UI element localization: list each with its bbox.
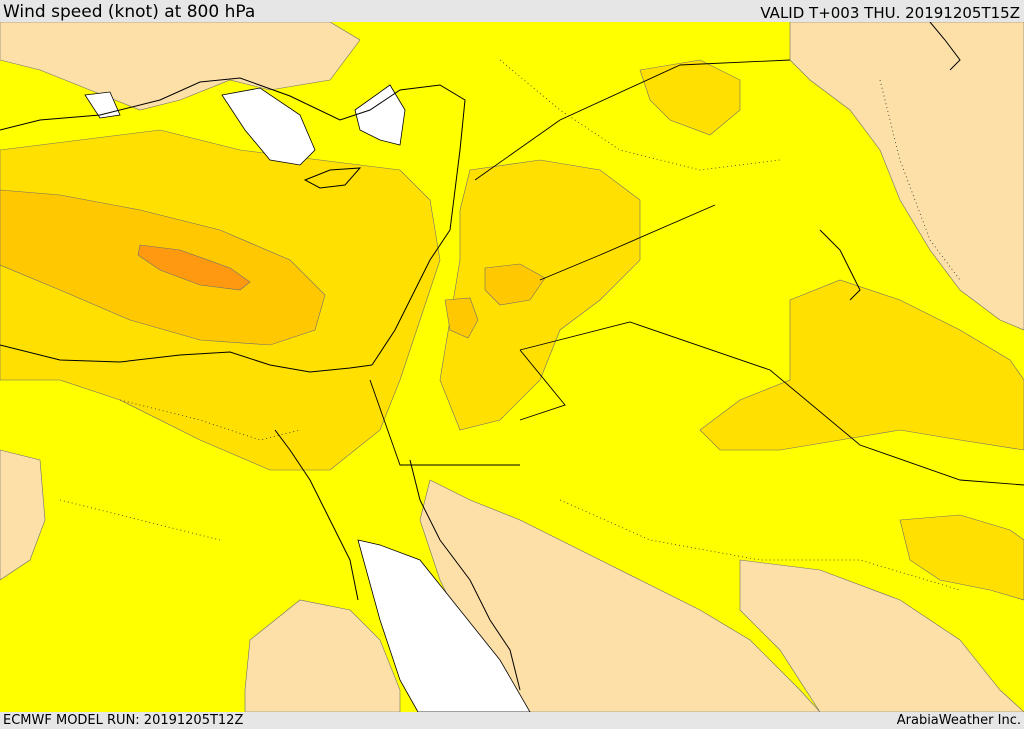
coastline-gulf-iran: [819, 229, 861, 301]
country-borders: [369, 59, 1024, 486]
coastline-caspian-sea: [929, 22, 961, 71]
footer-bar: ECMWF MODEL RUN: 20191205T12Z ArabiaWeat…: [0, 712, 1024, 729]
no-data-cyprus-north: [354, 84, 406, 146]
header-bar: Wind speed (knot) at 800 hPa VALID T+003…: [0, 0, 1024, 22]
border-jordan-iraq: [539, 204, 716, 281]
low-wind-egypt-west: [0, 449, 46, 581]
strong-wind-patch-sinai: [444, 297, 479, 339]
internal-borders: [59, 59, 961, 591]
coastline-turkey-south: [0, 77, 466, 191]
low-wind-zones: [0, 22, 1024, 712]
coastline-gulf-of-suez: [274, 429, 359, 601]
model-run-label: ECMWF MODEL RUN: 20191205T12Z: [3, 713, 244, 728]
no-data-red-sea: [357, 539, 531, 712]
no-data-west: [84, 91, 121, 119]
internal-border-turkey: [499, 59, 781, 171]
coastlines: [0, 22, 961, 691]
valid-time-label: VALID T+003 THU. 20191205T15Z: [760, 4, 1020, 22]
credit-label: ArabiaWeather Inc.: [896, 713, 1021, 728]
map-canvas: [0, 22, 1024, 712]
wind-speed-map[interactable]: [0, 22, 1024, 712]
border-egypt-sudan: [369, 379, 520, 466]
coastline-cyprus: [303, 167, 362, 189]
map-title: Wind speed (knot) at 800 hPa: [3, 2, 256, 22]
coastline-arabia-west: [409, 459, 521, 691]
no-data-aegean: [221, 87, 316, 166]
coastline-egypt-north: [0, 344, 373, 373]
moderate-wind-north-iraq: [639, 59, 741, 136]
low-wind-iran-ridge: [789, 22, 1024, 331]
strong-wind-patches: [444, 263, 546, 339]
low-wind-arabia-south: [739, 559, 1024, 712]
internal-border-iran: [879, 79, 961, 281]
border-syria-iraq: [474, 59, 791, 181]
no-data-areas: [84, 84, 531, 712]
low-wind-turkey-north: [0, 22, 361, 111]
moderate-wind-iraq-east: [699, 279, 1024, 451]
low-wind-sudan: [244, 599, 401, 712]
moderate-wind-syria: [439, 159, 641, 431]
strong-wind-patch-jordan: [484, 263, 546, 306]
coastline-levant: [371, 189, 456, 366]
strongest-wind-core: [137, 244, 251, 291]
moderate-wind-gulf: [899, 514, 1024, 601]
border-jordan-saudi: [519, 321, 1024, 486]
border-saudi-jordan: [519, 349, 566, 421]
